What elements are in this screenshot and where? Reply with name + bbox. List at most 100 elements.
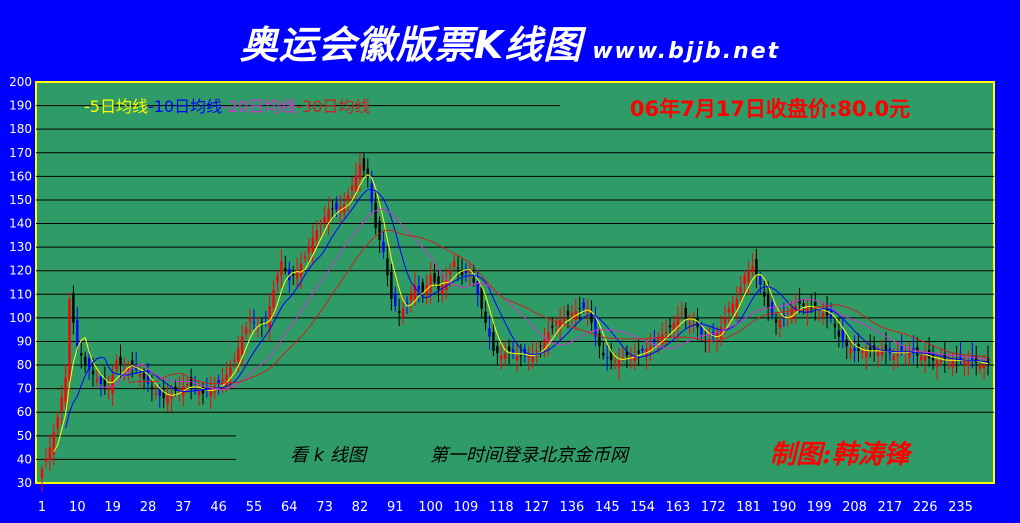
candle-body (452, 261, 456, 267)
candle-body (539, 345, 542, 347)
candle-body (688, 322, 691, 324)
candle-body (464, 268, 468, 274)
candle-body (350, 185, 354, 191)
candle-body (154, 393, 158, 395)
x-tick-label: 109 (454, 500, 479, 515)
candle-body (519, 355, 523, 357)
candle-body (555, 322, 558, 325)
x-tick-label: 163 (665, 500, 690, 515)
candle-body (708, 339, 711, 342)
candle-body (138, 374, 142, 377)
candle-body (849, 348, 852, 354)
candle-body (853, 348, 856, 351)
candle-body (841, 330, 844, 342)
x-tick-label: 1 (38, 500, 46, 515)
candle-body (661, 334, 664, 344)
candle-body (52, 432, 55, 455)
candle-body (378, 221, 381, 241)
candle-body (335, 202, 338, 210)
candle-body (967, 360, 970, 366)
candle-body (755, 258, 758, 276)
y-tick-label: 70 (17, 382, 32, 396)
candle-body (307, 247, 311, 253)
y-tick-label: 190 (9, 99, 32, 113)
y-tick-label: 160 (9, 169, 32, 183)
candle-body (982, 365, 986, 368)
candle-body (676, 317, 680, 329)
candle-body (178, 388, 181, 390)
candle-body (95, 379, 99, 382)
candle-body (908, 350, 911, 358)
candle-body (413, 284, 417, 302)
candle-body (288, 268, 291, 281)
candle-body (480, 287, 483, 309)
candle-body (558, 320, 562, 330)
candle-body (40, 468, 44, 479)
candle-body (951, 360, 954, 368)
x-tick-label: 82 (352, 500, 369, 515)
candle-body (280, 261, 283, 276)
candle-body (527, 355, 530, 358)
x-tick-label: 127 (524, 500, 549, 515)
candle-body (468, 270, 472, 273)
candle-body (829, 310, 833, 318)
candle-body (743, 275, 746, 285)
candle-body (802, 303, 805, 307)
candle-body (248, 317, 252, 322)
title-url: www.bjjb.net (592, 39, 781, 64)
x-tick-label: 46 (210, 500, 227, 515)
candle-body (319, 223, 322, 225)
candle-body (456, 267, 460, 269)
candle-body (637, 350, 640, 354)
candle-body (649, 346, 652, 352)
candle-body (252, 322, 256, 324)
candle-body (892, 355, 895, 361)
plot-area (35, 81, 995, 484)
candle-body (213, 386, 216, 393)
candle-body (162, 391, 165, 399)
candle-body (374, 202, 377, 229)
candle-body (72, 292, 75, 323)
candle-body (641, 348, 644, 351)
candle-body (48, 447, 52, 461)
candle-body (590, 313, 593, 323)
candle-body (696, 318, 699, 328)
candle-body (366, 168, 369, 177)
legend-item-3: -20日均线 (222, 97, 296, 116)
candle-body (315, 230, 318, 241)
candle-body (975, 355, 978, 363)
y-tick-label: 140 (9, 217, 32, 231)
candle-body (103, 377, 106, 387)
candle-body (244, 327, 248, 334)
ma5-line (53, 173, 989, 452)
candle-body (562, 317, 566, 321)
candle-body (158, 388, 161, 396)
candle-body (535, 350, 538, 352)
close-price-label: 06年7月17日收盘价:80.0元 (630, 97, 910, 121)
candle-body (896, 353, 899, 357)
candle-body (150, 387, 154, 389)
candle-body (692, 324, 695, 327)
candle-body (837, 330, 841, 337)
candle-body (818, 310, 821, 312)
candle-body (869, 347, 872, 351)
x-tick-label: 154 (630, 500, 655, 515)
y-tick-label: 180 (9, 122, 32, 136)
candle-body (770, 302, 774, 316)
candle-body (747, 270, 750, 283)
candle-body (778, 320, 782, 328)
candle-body (759, 276, 762, 285)
annotation-author: 制图:韩涛锋 (770, 440, 914, 470)
candle-body (633, 355, 636, 362)
candle-body (272, 289, 275, 308)
candle-body (237, 348, 240, 362)
x-tick-label: 19 (104, 500, 121, 515)
candle-body (449, 270, 452, 275)
candle-body (617, 360, 621, 368)
candle-body (924, 355, 927, 361)
candle-body (390, 272, 393, 300)
chart-title: 奥运会徽版票K线图 www.bjjb.net (0, 14, 1020, 69)
y-tick-label: 80 (17, 358, 32, 372)
candle-body (551, 325, 554, 328)
candle-body (343, 204, 346, 214)
